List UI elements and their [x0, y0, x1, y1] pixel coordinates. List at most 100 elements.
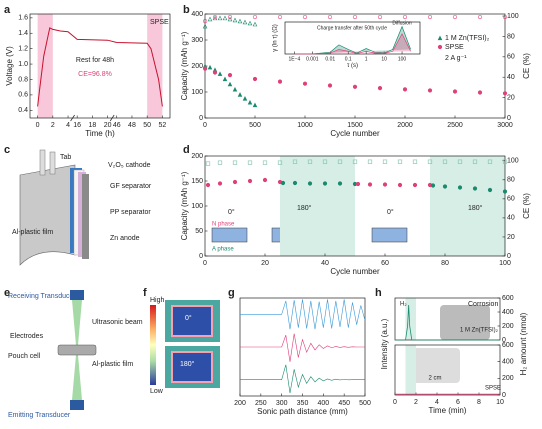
marker	[327, 83, 333, 88]
annotation: Corrosion	[468, 301, 498, 308]
marker	[212, 70, 218, 75]
marker	[502, 159, 508, 164]
panel-label: g	[228, 287, 235, 299]
marker	[472, 186, 478, 191]
y-tick-label: 200	[191, 63, 203, 70]
transducer	[70, 290, 84, 300]
y-tick-label: 200	[191, 153, 203, 160]
marker	[502, 91, 508, 96]
y2-axis-label: CE (%)	[522, 193, 531, 219]
marker	[477, 14, 483, 20]
y2-tick-label: 400	[502, 309, 514, 316]
marker	[322, 159, 328, 164]
annotation: CE=96.8%	[78, 71, 112, 78]
band	[280, 156, 355, 256]
marker	[352, 159, 358, 164]
marker	[302, 81, 308, 86]
pouch	[19, 164, 76, 266]
label: Tab	[60, 154, 71, 161]
panel-label: d	[183, 144, 190, 156]
marker	[367, 159, 373, 164]
marker	[232, 17, 238, 23]
y2-tick-label: 400	[502, 359, 514, 366]
y2-tick-label: 20	[507, 94, 515, 101]
x-tick-label: 350	[297, 400, 309, 407]
x-tick-label: 250	[255, 400, 267, 407]
marker	[237, 18, 243, 24]
marker	[207, 64, 213, 70]
marker	[217, 71, 223, 76]
y-tick-label: 0.6	[18, 92, 28, 99]
marker	[262, 177, 268, 183]
annotation: 0°	[387, 208, 394, 216]
x-tick-label: 46	[113, 122, 121, 129]
y2-tick-label: 80	[507, 177, 515, 184]
marker	[252, 14, 258, 20]
x-tick-label: 2000	[397, 122, 413, 129]
marker	[222, 15, 228, 21]
y2-tick-label: 200	[502, 323, 514, 330]
series-line	[395, 304, 500, 341]
y-axis-label: Capacity (mAh g⁻¹)	[180, 31, 189, 100]
label: 180°	[180, 360, 195, 368]
y2-tick-label: 100	[507, 158, 519, 165]
x-tick-label: 400	[317, 400, 329, 407]
legend-marker	[437, 35, 443, 41]
annotation: 1 M Zn(TFSI)₂	[460, 328, 499, 334]
y-tick-label: 300	[191, 37, 203, 44]
legend-marker	[437, 44, 443, 50]
marker	[442, 159, 448, 164]
label: Al-plastic film	[92, 361, 133, 368]
marker	[203, 66, 208, 71]
series-line	[294, 33, 411, 55]
x-tick-label: 0.001	[306, 56, 319, 62]
marker	[397, 182, 403, 188]
marker	[382, 182, 388, 187]
series-line	[240, 333, 365, 362]
x-tick-label: 16	[73, 122, 81, 129]
marker	[247, 20, 253, 26]
marker	[280, 180, 286, 186]
label: Electrodes	[10, 333, 44, 340]
marker	[227, 72, 233, 78]
label: High	[150, 297, 165, 304]
photo	[440, 305, 490, 340]
beam	[72, 300, 82, 345]
marker	[247, 160, 253, 165]
marker	[277, 79, 283, 84]
marker	[262, 160, 268, 165]
tab	[39, 149, 46, 176]
beam	[72, 355, 82, 400]
marker	[402, 14, 408, 20]
x-tick-label: 20	[261, 260, 269, 267]
y-tick-label: 0	[199, 115, 203, 122]
y-tick-label: 400	[191, 11, 203, 18]
marker	[337, 159, 343, 164]
y2-tick-label: 40	[507, 215, 515, 222]
annotation: A phase	[212, 247, 234, 253]
marker	[212, 15, 218, 21]
marker	[227, 81, 233, 87]
icon	[211, 227, 248, 243]
marker	[202, 23, 208, 29]
marker	[355, 181, 361, 187]
marker	[217, 15, 223, 21]
label: V₂O₅ cathode	[108, 162, 151, 169]
y2-tick-label: 0	[507, 253, 511, 260]
x-tick-label: 100	[499, 260, 511, 267]
y2-tick-label: 20	[507, 234, 515, 241]
panel-label: b	[183, 4, 190, 16]
y2-tick-label: 0	[502, 392, 506, 399]
y2-tick-label: 40	[507, 74, 515, 81]
marker	[322, 181, 328, 186]
y2-tick-label: 0	[507, 115, 511, 122]
colorbar	[150, 305, 156, 385]
annotation: 2 cm	[428, 376, 441, 382]
image	[171, 305, 213, 337]
legend-label: 1 M Zn(TFSI)₂	[445, 35, 490, 42]
marker	[222, 76, 228, 82]
x-axis-label: Cycle number	[330, 267, 380, 276]
marker	[427, 88, 433, 93]
marker	[247, 178, 253, 184]
